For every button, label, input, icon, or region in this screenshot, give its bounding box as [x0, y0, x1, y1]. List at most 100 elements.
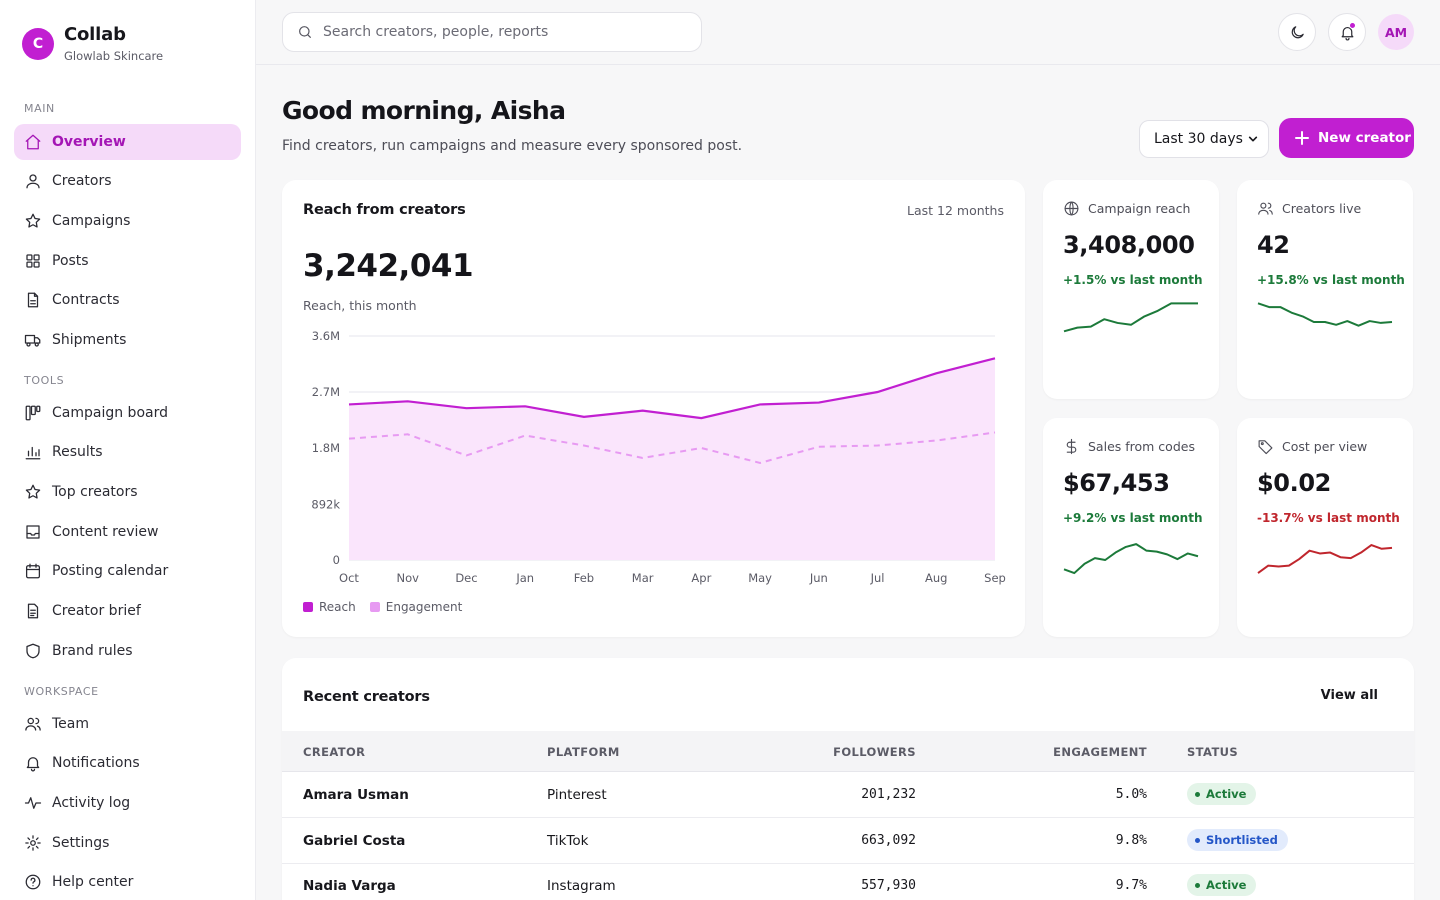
home-icon [25, 134, 41, 150]
table-header: CREATOR PLATFORM FOLLOWERS ENGAGEMENT ST… [282, 731, 1414, 772]
sidebar-item-campaigns[interactable]: Campaigns [14, 203, 241, 239]
brand-logo: C [22, 27, 54, 60]
new-creator-button[interactable]: New creator [1279, 118, 1414, 158]
x-tick-label: Jan [515, 571, 534, 585]
reach-card-title: Reach from creators [303, 202, 466, 218]
sidebar-item-posts[interactable]: Posts [14, 243, 241, 279]
table-row[interactable]: Amara Usman Pinterest 201,232 5.0% Activ… [282, 772, 1414, 818]
search-box[interactable] [282, 12, 702, 52]
section-label-workspace: WORKSPACE [24, 685, 99, 698]
stat-card-sales-from-codes[interactable]: Sales from codes $67,453 +9.2% vs last m… [1043, 418, 1219, 637]
column-header-status[interactable]: STATUS [1187, 745, 1239, 759]
page-title: Good morning, Aisha [282, 96, 566, 125]
sidebar-item-overview[interactable]: Overview [14, 124, 241, 160]
x-tick-label: Aug [925, 571, 947, 585]
creator-engagement: 9.8% [1115, 833, 1147, 848]
sidebar-item-campaign-board[interactable]: Campaign board [14, 395, 241, 431]
column-header-followers[interactable]: FOLLOWERS [833, 745, 916, 759]
creator-followers: 557,930 [861, 878, 916, 893]
tag-icon [1258, 440, 1273, 455]
view-all-link[interactable]: View all [1320, 688, 1378, 703]
sidebar-item-label: Posts [52, 253, 89, 269]
legend-item-reach: Reach [303, 600, 356, 614]
status-badge: Shortlisted [1187, 829, 1288, 851]
creator-platform: Pinterest [547, 787, 607, 803]
table-row[interactable]: Gabriel Costa TikTok 663,092 9.8% Shortl… [282, 818, 1414, 864]
stat-label: Creators live [1282, 201, 1362, 216]
theme-toggle-button[interactable] [1278, 13, 1316, 51]
sidebar-item-shipments[interactable]: Shipments [14, 322, 241, 358]
column-header-platform[interactable]: PLATFORM [547, 745, 620, 759]
date-range-select[interactable]: Last 30 days [1139, 120, 1269, 158]
sidebar-item-brand-rules[interactable]: Brand rules [14, 633, 241, 669]
legend-swatch [369, 602, 380, 612]
y-tick-label: 0 [333, 553, 340, 567]
user-icon [26, 174, 40, 189]
reach-line [348, 357, 996, 420]
recent-creators-card: Recent creators View all CREATOR PLATFOR… [282, 658, 1414, 900]
brand[interactable]: C Collab Glowlab Skincare [22, 24, 163, 63]
sidebar-item-activity-log[interactable]: Activity log [14, 785, 241, 821]
status-badge: Active [1187, 874, 1257, 896]
users-icon [1258, 202, 1273, 215]
page-subtitle: Find creators, run campaigns and measure… [282, 138, 743, 154]
engagement-line [348, 431, 996, 464]
sidebar-item-settings[interactable]: Settings [14, 825, 241, 861]
sidebar-item-label: Content review [52, 524, 159, 540]
stat-delta: +15.8% vs last month [1257, 273, 1405, 287]
new-creator-label: New creator [1318, 130, 1411, 146]
stat-header: Creators live [1257, 200, 1361, 217]
column-header-creator[interactable]: CREATOR [303, 745, 366, 759]
notifications-button[interactable] [1328, 13, 1366, 51]
x-tick-label: Apr [691, 571, 711, 585]
creator-name[interactable]: Gabriel Costa [303, 833, 406, 849]
stat-delta: +9.2% vs last month [1063, 511, 1203, 525]
sidebar-item-top-creators[interactable]: Top creators [14, 474, 241, 510]
star-icon [25, 484, 41, 499]
sparkline [1063, 543, 1199, 575]
table-row[interactable]: Nadia Varga Instagram 557,930 9.7% Activ… [282, 863, 1414, 900]
sidebar-item-content-review[interactable]: Content review [14, 514, 241, 550]
sidebar-item-contracts[interactable]: Contracts [14, 282, 241, 318]
sparkline [1257, 302, 1393, 327]
legend-label: Reach [319, 600, 356, 614]
sidebar-item-label: Creator brief [52, 603, 141, 619]
x-tick-label: Jun [809, 571, 828, 585]
sparkline [1257, 544, 1393, 574]
sidebar-item-team[interactable]: Team [14, 706, 241, 742]
top-bar: AM [256, 0, 1440, 65]
search-input[interactable] [323, 24, 693, 40]
y-tick-label: 1.8M [312, 441, 340, 455]
sidebar-item-posting-calendar[interactable]: Posting calendar [14, 553, 241, 589]
creator-name[interactable]: Amara Usman [303, 787, 409, 803]
sidebar: C Collab Glowlab Skincare MAIN Overview … [0, 0, 256, 900]
dollar-icon [1066, 438, 1077, 455]
file-icon [27, 292, 39, 308]
sidebar-item-creators[interactable]: Creators [14, 163, 241, 199]
stat-card-creators-live[interactable]: Creators live 42 +15.8% vs last month [1237, 180, 1413, 399]
legend-swatch [303, 602, 313, 612]
column-header-engagement[interactable]: ENGAGEMENT [1053, 745, 1147, 759]
sidebar-item-help-center[interactable]: Help center [14, 864, 241, 900]
sidebar-item-label: Top creators [52, 484, 138, 500]
stat-card-cost-per-view[interactable]: Cost per view $0.02 -13.7% vs last month [1237, 418, 1413, 637]
stat-card-campaign-reach[interactable]: Campaign reach 3,408,000 +1.5% vs last m… [1043, 180, 1219, 399]
moon-icon [1291, 25, 1304, 38]
sidebar-item-results[interactable]: Results [14, 434, 241, 470]
status-label: Active [1206, 878, 1247, 892]
stat-value: 3,408,000 [1063, 231, 1195, 259]
stat-value: 42 [1257, 231, 1290, 259]
sidebar-item-label: Help center [52, 874, 134, 890]
inbox-icon [26, 525, 40, 539]
creator-name[interactable]: Nadia Varga [303, 878, 396, 894]
sidebar-item-creator-brief[interactable]: Creator brief [14, 593, 241, 629]
legend-label: Engagement [385, 600, 463, 614]
chart-legend: Reach Engagement [303, 600, 476, 614]
sparkline-path [1257, 302, 1393, 327]
sidebar-item-notifications[interactable]: Notifications [14, 745, 241, 781]
stat-label: Sales from codes [1088, 439, 1195, 454]
status-badge: Active [1187, 783, 1257, 805]
status-label: Active [1206, 787, 1247, 801]
creator-platform: Instagram [547, 878, 616, 894]
user-avatar[interactable]: AM [1378, 14, 1414, 50]
